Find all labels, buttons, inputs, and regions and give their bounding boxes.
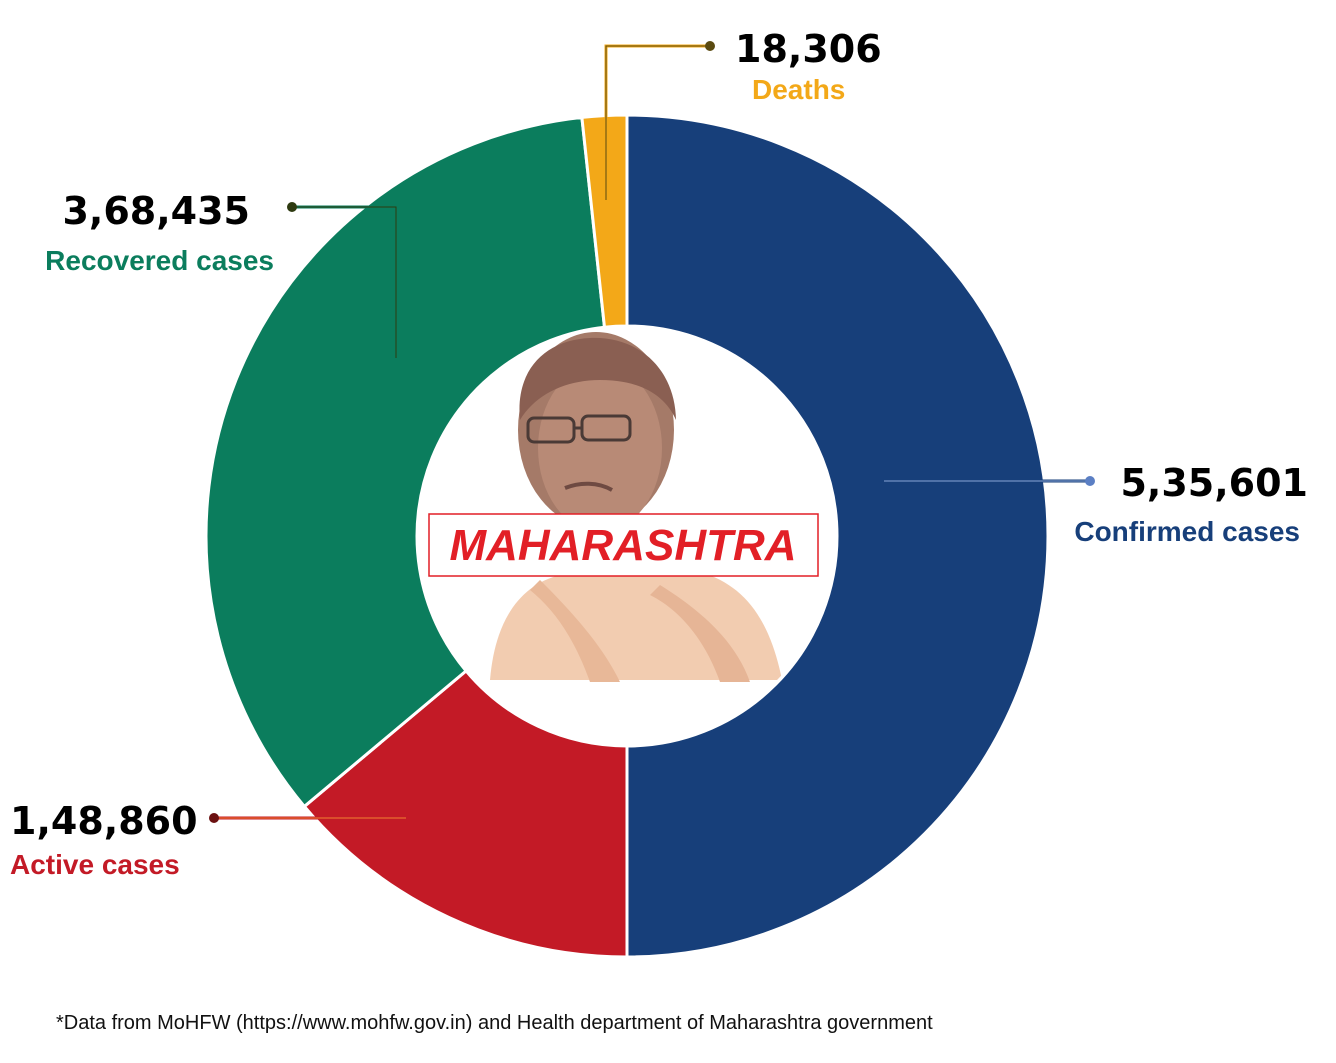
deaths-leader-dot <box>705 41 715 51</box>
active-label: Active cases <box>10 849 180 880</box>
slice-labels: 18,306 Deaths 3,68,435 Recovered cases 5… <box>10 27 1308 880</box>
confirmed-label: Confirmed cases <box>1074 516 1300 547</box>
slice-confirmed-cases <box>625 113 1050 959</box>
center-label: MAHARASHTRA <box>449 521 796 570</box>
recovered-value: 3,68,435 <box>62 189 250 233</box>
deaths-value: 18,306 <box>735 27 882 71</box>
donut-slices <box>204 113 1050 959</box>
recovered-leader-dot <box>287 202 297 212</box>
footnote: *Data from MoHFW (https://www.mohfw.gov.… <box>56 1012 933 1034</box>
active-leader-dot <box>209 813 219 823</box>
deaths-label: Deaths <box>752 74 845 105</box>
active-value: 1,48,860 <box>10 799 198 843</box>
person-portrait-icon <box>490 332 782 682</box>
recovered-label: Recovered cases <box>45 245 274 276</box>
confirmed-value: 5,35,601 <box>1120 461 1308 505</box>
leader-lines <box>209 41 1095 823</box>
slice-deaths <box>580 113 629 329</box>
confirmed-leader-dot <box>1085 476 1095 486</box>
center-label-banner: MAHARASHTRA <box>428 513 819 577</box>
slice-recovered-cases <box>204 115 607 809</box>
